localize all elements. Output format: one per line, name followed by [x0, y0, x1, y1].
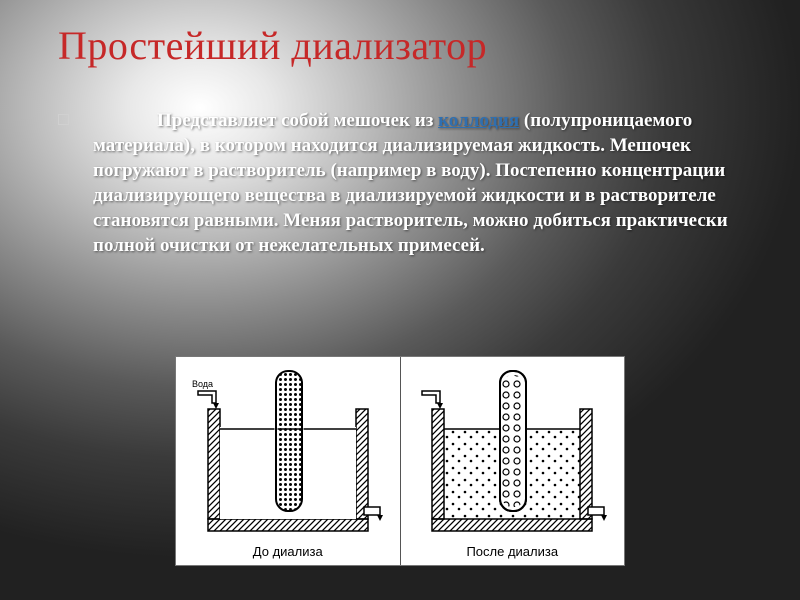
body-text-before: Представляет собой мешочек из: [157, 110, 438, 131]
inlet-label: Вода: [192, 379, 213, 389]
panel-caption-after: После диализа: [466, 544, 558, 565]
slide-title: Простейший диализатор: [58, 22, 487, 69]
before-dialysis-svg: Вода: [178, 357, 398, 542]
panel-caption-before: До диализа: [253, 544, 323, 565]
body-text-after: (полупроницаемого материала), в котором …: [93, 110, 728, 256]
diagram-panel-after: После диализа: [400, 357, 625, 565]
body-paragraph: Представляет собой мешочек из коллодия (…: [93, 108, 760, 258]
dialyzer-diagram: Вода До диализа: [175, 356, 625, 566]
bullet-marker-icon: [58, 114, 69, 125]
diagram-panel-before: Вода До диализа: [176, 357, 400, 565]
slide: Простейший диализатор Представляет собой…: [0, 0, 800, 600]
after-dialysis-svg: [402, 357, 622, 542]
body-text-block: Представляет собой мешочек из коллодия (…: [58, 108, 760, 258]
collodion-link[interactable]: коллодия: [438, 110, 519, 131]
